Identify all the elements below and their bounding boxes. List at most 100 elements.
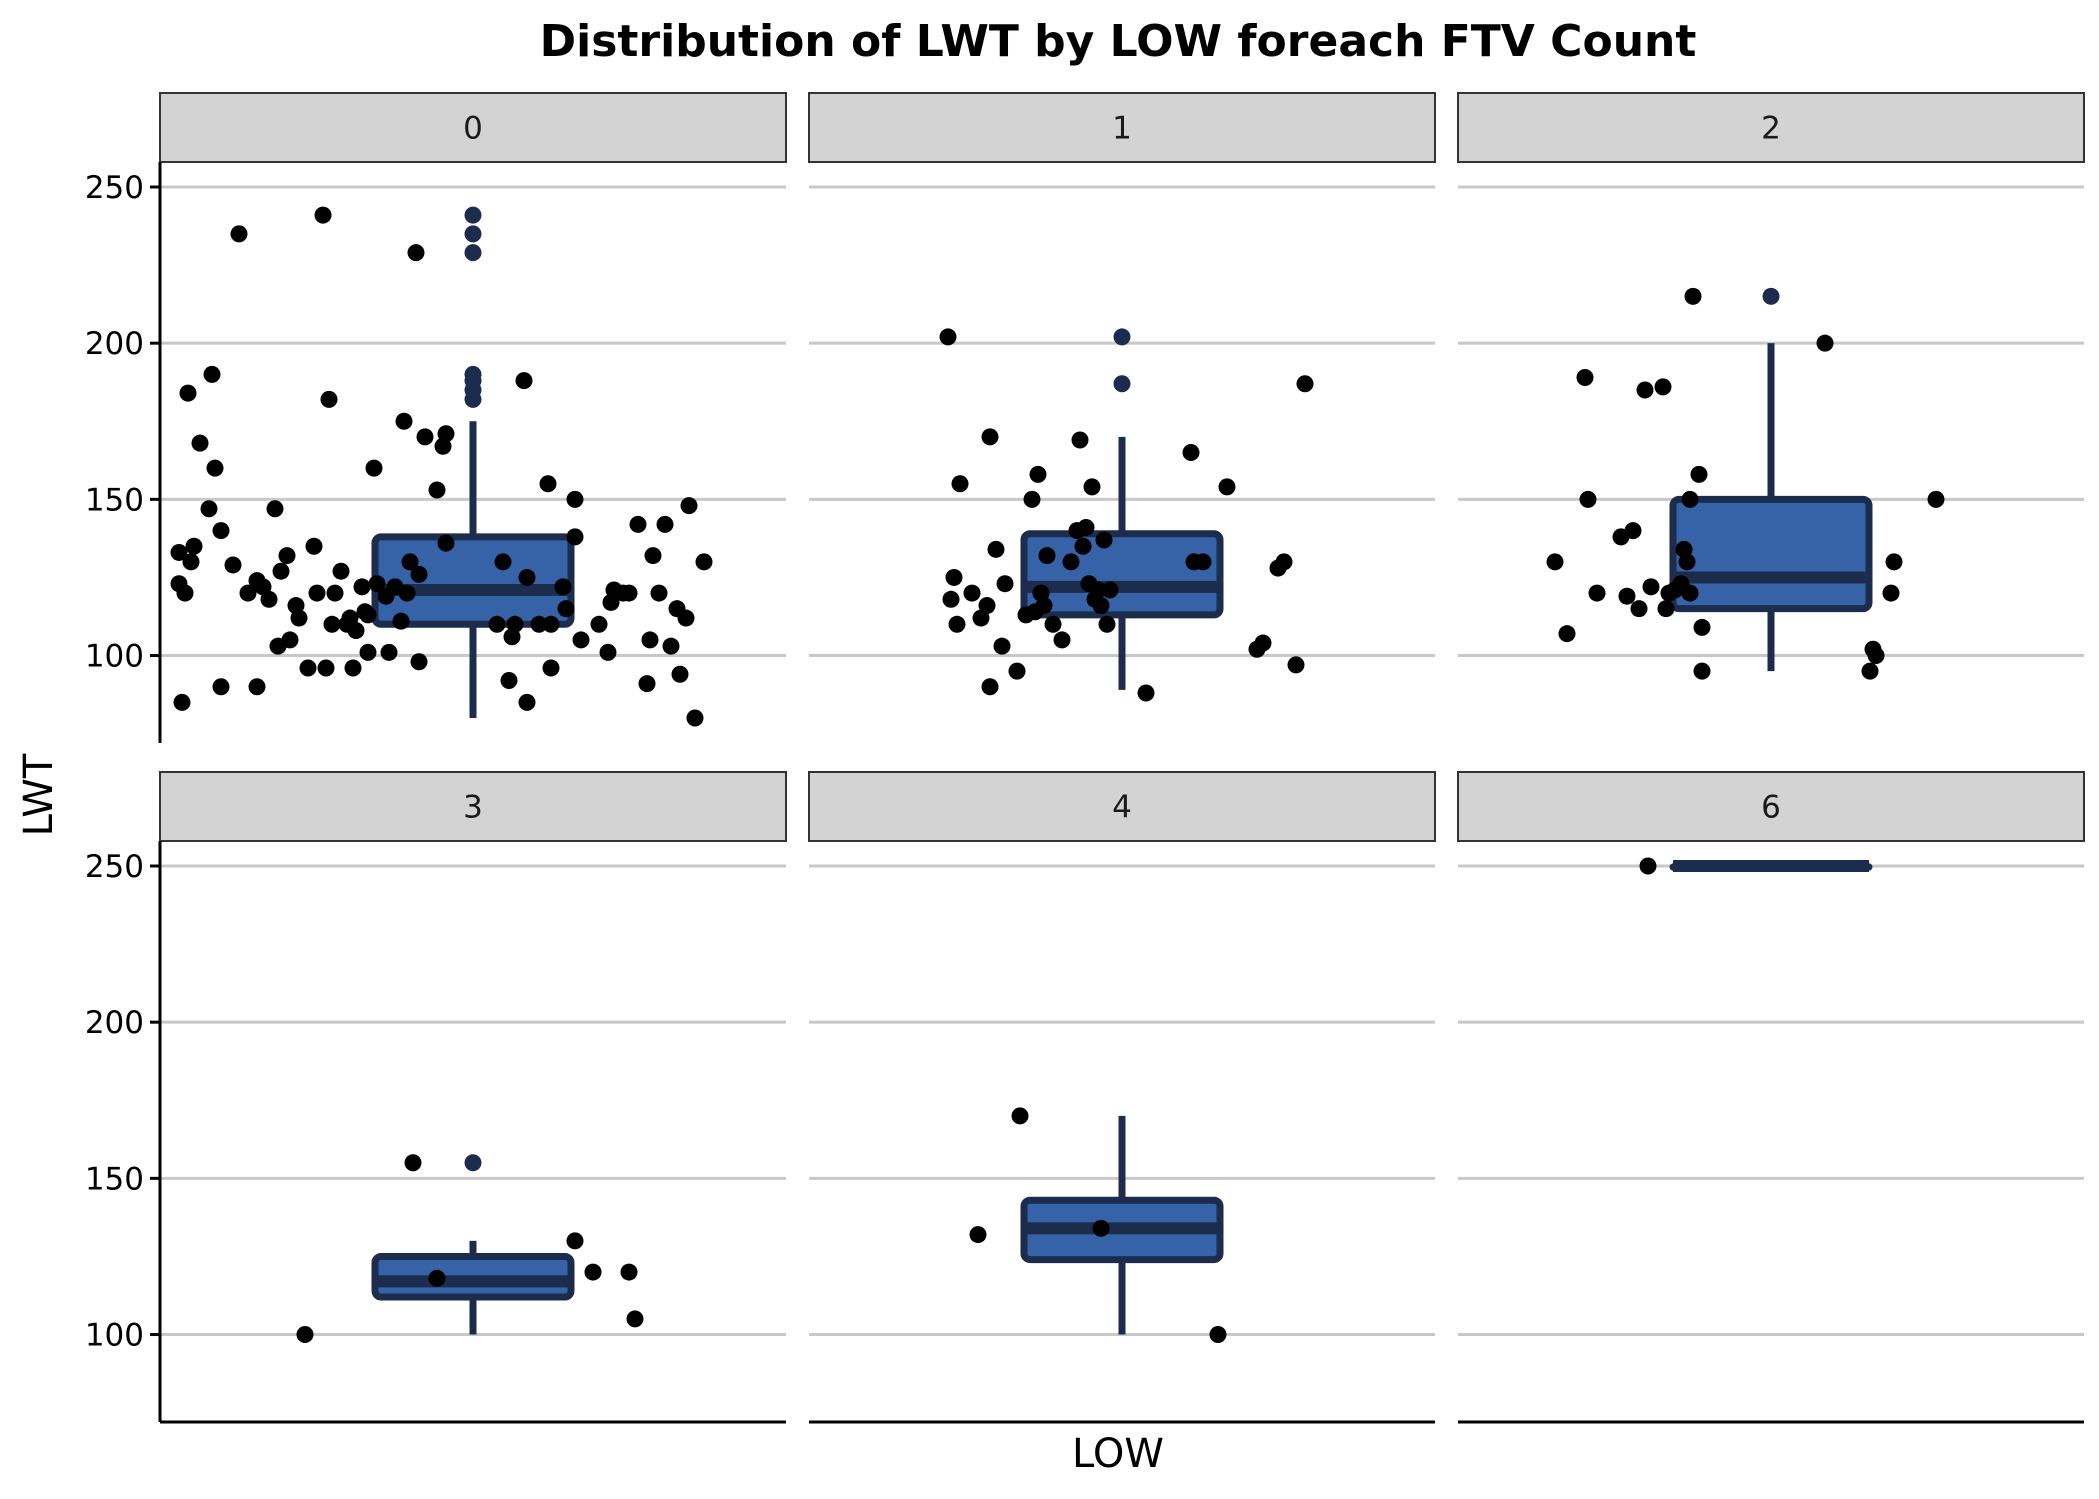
jitter-point: [1693, 618, 1711, 636]
jitter-point: [359, 643, 377, 661]
jitter-point: [344, 659, 362, 677]
jitter-point: [1657, 600, 1675, 618]
jitter-point: [305, 537, 323, 555]
jitter-point: [314, 206, 332, 224]
jitter-point: [1579, 490, 1597, 508]
jitter-point: [1681, 490, 1699, 508]
jitter-point: [332, 562, 350, 580]
y-tick-label: 100: [85, 1318, 144, 1354]
x-axis-title: LOW: [1072, 1431, 1164, 1477]
jitter-point: [230, 225, 248, 243]
jitter-point: [656, 515, 674, 533]
jitter-point: [191, 434, 209, 452]
jitter-point: [1927, 490, 1945, 508]
jitter-point: [1690, 465, 1708, 483]
jitter-point: [1275, 553, 1293, 571]
jitter-point: [948, 615, 966, 633]
y-tick-label: 150: [85, 1161, 144, 1197]
jitter-point: [557, 600, 575, 618]
jitter-point: [266, 500, 284, 518]
strip-header: [1457, 92, 2085, 163]
jitter-point: [942, 590, 960, 608]
strip-label: 3: [463, 790, 483, 826]
jitter-point: [1074, 537, 1092, 555]
jitter-point: [200, 500, 218, 518]
jitter-point: [407, 244, 425, 262]
jitter-point: [1816, 334, 1834, 352]
jitter-point: [539, 475, 557, 493]
jitter-point: [1861, 662, 1879, 680]
jitter-point: [239, 584, 257, 602]
jitter-point: [987, 540, 1005, 558]
jitter-point: [1296, 375, 1314, 393]
facet-panel-0: 0 100 150 200 250: [85, 92, 787, 743]
jitter-point: [488, 615, 506, 633]
jitter-point: [401, 553, 419, 571]
jitter-point: [1062, 553, 1080, 571]
jitter-point: [428, 1269, 446, 1287]
facet-panel-3: 3 100 150 200 250: [85, 771, 787, 1424]
jitter-point: [398, 584, 416, 602]
jitter-point: [1092, 1219, 1110, 1237]
jitter-point: [1639, 857, 1657, 875]
jitter-point: [1630, 600, 1648, 618]
box-iqr: [1020, 530, 1224, 619]
strip-label: 0: [463, 111, 483, 147]
jitter-point: [1218, 478, 1236, 496]
jitter-point: [290, 609, 308, 627]
jitter-point: [404, 1154, 422, 1172]
jitter-point: [182, 553, 200, 571]
jitter-point: [650, 584, 668, 602]
jitter-point: [224, 556, 242, 574]
y-axis-title: LWT: [16, 753, 62, 836]
jitter-point: [1101, 581, 1119, 599]
strip-label: 1: [1112, 111, 1132, 147]
jitter-point: [1254, 634, 1272, 652]
jitter-point: [584, 1263, 602, 1281]
outlier-point: [1762, 287, 1780, 305]
jitter-point: [939, 328, 957, 346]
jitter-point: [347, 622, 365, 640]
chart-title: Distribution of LWT by LOW foreach FTV C…: [540, 16, 1697, 67]
jitter-point: [299, 659, 317, 677]
jitter-point: [317, 659, 335, 677]
jitter-point: [1654, 378, 1672, 396]
jitter-point: [1044, 615, 1062, 633]
jitter-point: [686, 709, 704, 727]
jitter-point: [281, 631, 299, 649]
jitter-point: [1558, 625, 1576, 643]
jitter-point: [1576, 369, 1594, 387]
jitter-point: [1624, 522, 1642, 540]
jitter-point: [1077, 518, 1095, 536]
jitter-point: [392, 612, 410, 630]
jitter-point: [260, 590, 278, 608]
jitter-point: [1035, 597, 1053, 615]
jitter-point: [1095, 531, 1113, 549]
jitter-point: [185, 537, 203, 555]
strip-label: 4: [1112, 790, 1132, 826]
y-tick-label: 200: [85, 1005, 144, 1041]
jitter-point: [542, 659, 560, 677]
jitter-point: [662, 637, 680, 655]
jitter-point: [212, 678, 230, 696]
jitter-point: [416, 428, 434, 446]
jitter-point: [1008, 662, 1026, 680]
jitter-point: [410, 565, 428, 583]
jitter-point: [494, 553, 512, 571]
jitter-point: [296, 1326, 314, 1344]
jitter-point: [173, 693, 191, 711]
jitter-point: [203, 365, 221, 383]
jitter-point: [1209, 1326, 1227, 1344]
jitter-point: [437, 425, 455, 443]
jitter-point: [530, 615, 548, 633]
jitter-point: [506, 615, 524, 633]
outlier-point: [1113, 328, 1131, 346]
outlier-point: [464, 206, 482, 224]
jitter-point: [320, 390, 338, 408]
facet-panel-6: 6: [1457, 771, 2085, 1424]
jitter-point: [428, 481, 446, 499]
strip-header: [808, 771, 1436, 842]
jitter-point: [1287, 656, 1305, 674]
jitter-point: [671, 665, 689, 683]
jitter-point: [620, 584, 638, 602]
